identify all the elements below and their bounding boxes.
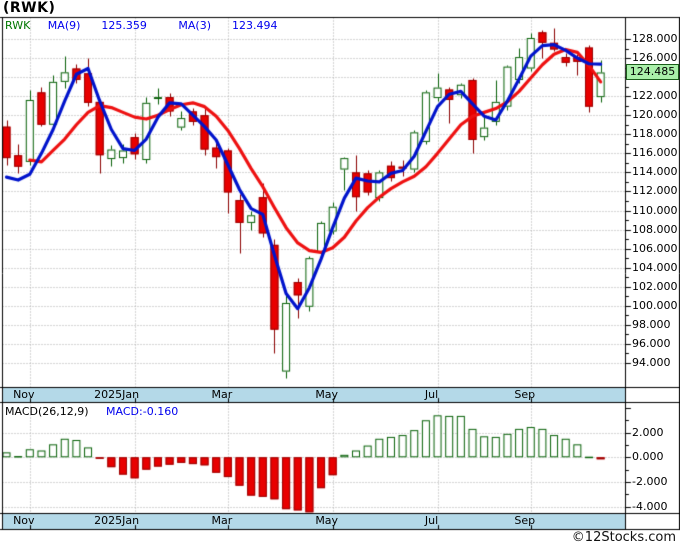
macd-value-label: MACD:-0.160 <box>106 405 179 418</box>
price-axis-label: 98.000 <box>632 317 671 331</box>
macd-axis-label: -4.000 <box>632 499 668 513</box>
current-price-badge: 124.485 <box>626 64 679 81</box>
price-axis-label: 112.000 <box>632 184 678 198</box>
date-axis-band-bottom <box>2 0 625 15</box>
price-axis-label: 96.000 <box>632 336 671 350</box>
price-axis-label: 108.000 <box>632 222 678 236</box>
price-axis-label: 122.000 <box>632 89 678 103</box>
macd-legend: MACD(26,12,9) MACD:-0.160 <box>5 405 178 418</box>
price-axis-label: 126.000 <box>632 51 678 65</box>
price-axis-label: 120.000 <box>632 108 678 122</box>
price-axis-label: 100.000 <box>632 298 678 312</box>
ma3-legend: MA(3) 123.494 <box>178 19 278 32</box>
macd-axis-label: 0.000 <box>632 450 664 464</box>
ticker-symbol: RWK <box>5 19 31 32</box>
month-label: May <box>315 388 339 401</box>
month-label: Nov <box>13 388 35 401</box>
price-axis-label: 102.000 <box>632 279 678 293</box>
price-axis-label: 104.000 <box>632 260 678 274</box>
month-label: Jul <box>424 514 439 527</box>
watermark-link[interactable]: ©12Stocks.com <box>571 530 676 545</box>
macd-axis-label: -2.000 <box>632 475 668 488</box>
ma9-legend: MA(9) 125.359 <box>47 19 147 32</box>
month-label: Nov <box>13 514 35 527</box>
macd-params-label: MACD(26,12,9) <box>5 405 89 418</box>
price-axis-label: 94.000 <box>632 356 671 369</box>
month-label: Mar <box>211 388 233 401</box>
price-axis-label: 128.000 <box>632 31 678 45</box>
month-label: Sep <box>514 388 536 401</box>
month-label: Mar <box>211 514 233 527</box>
price-axis-label: 110.000 <box>632 203 678 217</box>
price-axis-label: 114.000 <box>632 165 678 179</box>
chart-title: (RWK) <box>3 0 56 16</box>
macd-axis-label: 2.000 <box>632 425 664 439</box>
month-label: Sep <box>514 514 536 527</box>
month-label: Jul <box>424 388 439 401</box>
month-label: 2025Jan <box>94 514 140 527</box>
month-label: 2025Jan <box>94 388 140 401</box>
price-axis-label: 116.000 <box>632 146 678 160</box>
price-legend: RWK MA(9) 125.359 MA(3) 123.494 <box>5 19 306 32</box>
month-label: May <box>315 514 339 527</box>
price-axis-label: 106.000 <box>632 241 678 255</box>
price-axis-label: 118.000 <box>632 127 678 141</box>
